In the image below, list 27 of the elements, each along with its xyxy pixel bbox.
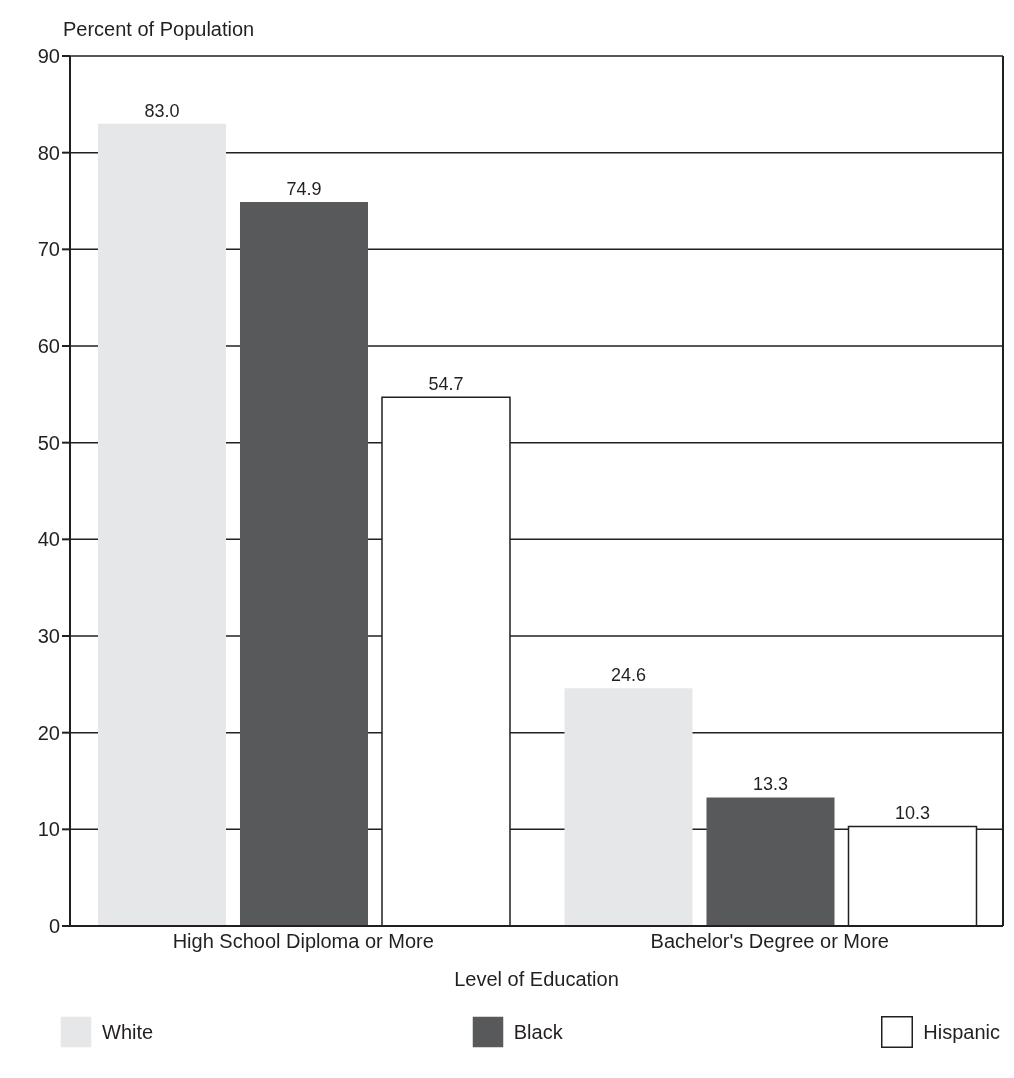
y-axis-title: Percent of Population	[63, 18, 255, 41]
legend-label: Hispanic	[923, 1020, 1000, 1044]
legend-label: White	[102, 1020, 154, 1044]
data-label: 54.7	[428, 374, 464, 395]
data-label: 13.3	[752, 774, 789, 795]
y-tick-label: 40	[37, 528, 60, 551]
y-tick-label: 30	[37, 625, 60, 648]
x-axis-title: Level of Education	[454, 968, 619, 990]
data-label: 74.9	[286, 178, 322, 199]
y-tick-label: 20	[37, 721, 60, 744]
y-tick-label: 50	[37, 431, 60, 454]
y-tick-label: 70	[37, 238, 60, 261]
x-tick-label: Bachelor's Degree or More	[650, 930, 889, 953]
y-tick-label: 10	[37, 818, 60, 841]
bar	[97, 123, 226, 926]
data-label: 83.0	[144, 100, 180, 121]
y-tick-label: 80	[37, 141, 60, 164]
x-tick-label: High School Diploma or More	[172, 930, 434, 953]
legend-label: Black	[513, 1020, 563, 1044]
data-label: 10.3	[894, 803, 931, 824]
y-tick-label: 60	[37, 335, 60, 358]
y-tick-label: 0	[48, 915, 60, 938]
bar	[564, 688, 693, 926]
bar	[706, 797, 835, 926]
bar	[239, 201, 368, 926]
data-label: 24.6	[610, 665, 647, 686]
y-tick-label: 90	[37, 45, 60, 68]
